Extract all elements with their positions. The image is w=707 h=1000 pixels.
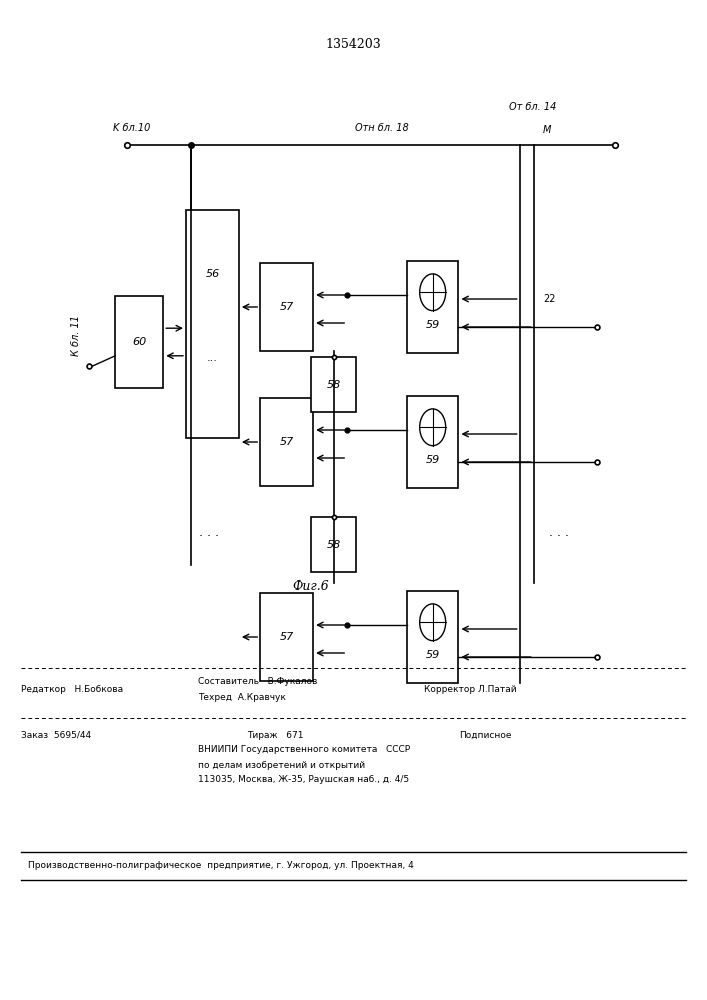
Text: Тираж   671: Тираж 671 bbox=[247, 730, 304, 740]
Bar bbox=[260, 263, 313, 351]
Text: . . .: . . . bbox=[199, 526, 218, 538]
Text: по делам изобретений и открытий: по делам изобретений и открытий bbox=[198, 760, 365, 770]
Text: 58: 58 bbox=[327, 380, 341, 390]
Text: M: M bbox=[543, 125, 551, 135]
Text: От бл. 14: От бл. 14 bbox=[509, 102, 556, 112]
Text: 58: 58 bbox=[327, 540, 341, 550]
Text: 57: 57 bbox=[279, 632, 294, 642]
Bar bbox=[260, 398, 313, 486]
Text: Техред  А.Кравчук: Техред А.Кравчук bbox=[198, 692, 286, 702]
Text: ...: ... bbox=[207, 353, 218, 363]
Text: Корректор Л.Патай: Корректор Л.Патай bbox=[424, 686, 517, 694]
Text: 59: 59 bbox=[426, 320, 440, 330]
Text: 57: 57 bbox=[279, 437, 294, 447]
Bar bbox=[260, 593, 313, 681]
Bar bbox=[186, 210, 239, 438]
Text: 1354203: 1354203 bbox=[326, 38, 381, 51]
Bar bbox=[311, 357, 356, 412]
Text: 59: 59 bbox=[426, 650, 440, 660]
Text: Подписное: Подписное bbox=[460, 730, 512, 740]
Bar bbox=[407, 396, 458, 488]
Bar bbox=[407, 261, 458, 353]
Text: ВНИИПИ Государственного комитета   СССР: ВНИИПИ Государственного комитета СССР bbox=[198, 746, 410, 754]
Bar bbox=[311, 517, 356, 572]
Text: 57: 57 bbox=[279, 302, 294, 312]
Text: Заказ  5695/44: Заказ 5695/44 bbox=[21, 730, 91, 740]
Text: . . .: . . . bbox=[549, 526, 568, 538]
Text: 59: 59 bbox=[426, 455, 440, 465]
Bar bbox=[115, 296, 163, 388]
Text: Производственно-полиграфическое  предприятие, г. Ужгород, ул. Проектная, 4: Производственно-полиграфическое предприя… bbox=[28, 860, 414, 869]
Text: 56: 56 bbox=[205, 269, 220, 279]
Text: К бл. 11: К бл. 11 bbox=[71, 314, 81, 356]
Text: Фиг.6: Фиг.6 bbox=[293, 580, 329, 593]
Text: Отн бл. 18: Отн бл. 18 bbox=[355, 123, 409, 133]
Text: Редаткор   Н.Бобкова: Редаткор Н.Бобкова bbox=[21, 686, 123, 694]
Text: 22: 22 bbox=[543, 294, 556, 304]
Bar bbox=[407, 591, 458, 683]
Text: K бл.10: K бл.10 bbox=[113, 123, 151, 133]
Text: Составитель   В.Фукалов: Составитель В.Фукалов bbox=[198, 678, 317, 686]
Text: 60: 60 bbox=[132, 337, 146, 347]
Text: 113035, Москва, Ж-35, Раушская наб., д. 4/5: 113035, Москва, Ж-35, Раушская наб., д. … bbox=[198, 776, 409, 784]
